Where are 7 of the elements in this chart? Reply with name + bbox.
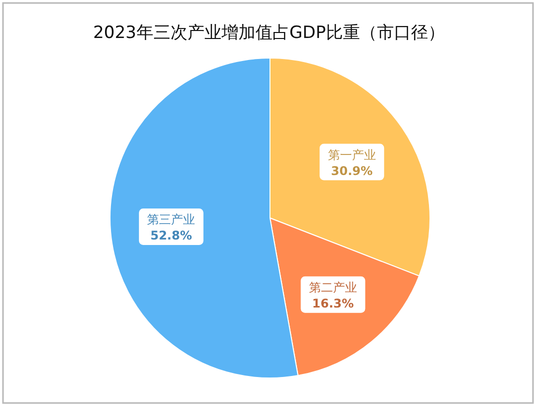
slice-label: 第二产业: [308, 280, 357, 295]
data-label: 16.3%: [312, 296, 354, 311]
data-label: 30.9%: [331, 164, 373, 178]
chart-title: 2023年三次产业增加值占GDP比重（市口径）: [93, 23, 445, 43]
data-label: 52.8%: [150, 228, 192, 243]
slice-label: 第一产业: [328, 148, 376, 162]
slice-label: 第三产业: [147, 212, 196, 227]
